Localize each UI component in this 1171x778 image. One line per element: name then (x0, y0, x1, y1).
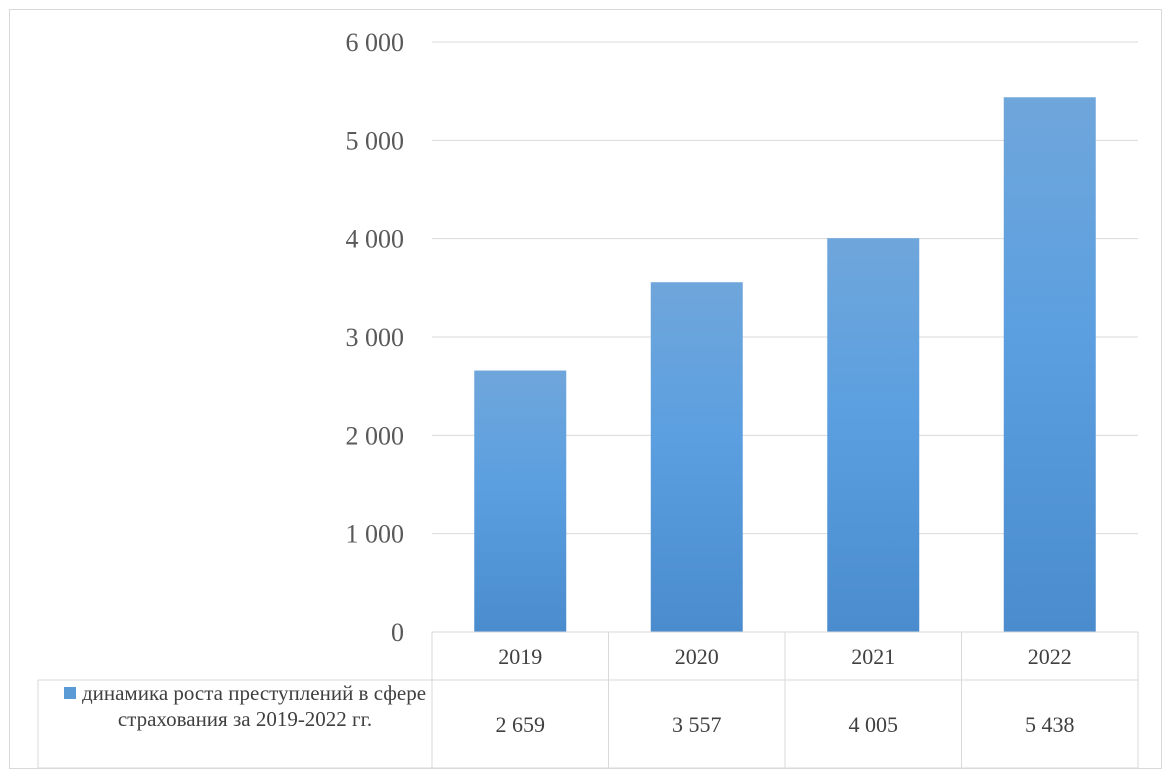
y-tick-label: 0 (391, 618, 404, 647)
category-label: 2022 (1028, 644, 1072, 669)
legend-swatch (63, 687, 76, 699)
y-tick-label: 3 000 (346, 323, 405, 352)
data-table: 2019 2 659 2020 3 557 2021 4 005 2022 5 438 (37, 631, 1139, 769)
y-tick-label: 4 000 (346, 225, 405, 254)
y-tick-label: 2 000 (346, 421, 405, 450)
data-table-value: 5 438 (1025, 712, 1075, 737)
y-tick-label: 5 000 (346, 126, 405, 155)
legend-entry: динамика роста преступлений в сфере стра… (60, 680, 430, 732)
category-label: 2021 (851, 644, 895, 669)
legend-label: динамика роста преступлений в сфере стра… (81, 681, 427, 731)
chart-frame (9, 9, 1162, 769)
bar (1003, 97, 1096, 633)
y-tick-label: 1 000 (346, 520, 405, 549)
category-label: 2019 (498, 644, 542, 669)
bar (650, 282, 743, 632)
bar (474, 370, 567, 632)
bar (827, 238, 920, 633)
data-table-value: 3 557 (672, 712, 722, 737)
data-table-value: 2 659 (496, 712, 546, 737)
bars (474, 97, 1096, 633)
category-label: 2020 (675, 644, 719, 669)
y-axis-ticks: 0 1 000 2 000 3 000 4 000 5 000 6 000 (346, 28, 405, 647)
data-table-value: 4 005 (849, 712, 899, 737)
y-tick-label: 6 000 (346, 28, 405, 57)
